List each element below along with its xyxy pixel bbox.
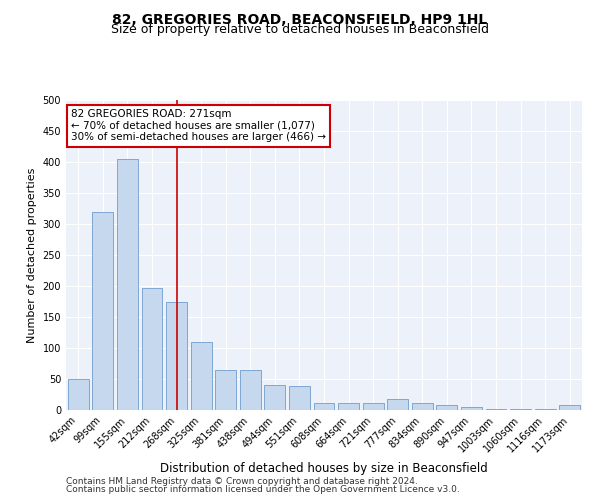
Bar (387, 399, 408, 410)
Text: 82 GREGORIES ROAD: 271sqm
← 70% of detached houses are smaller (1,077)
30% of se: 82 GREGORIES ROAD: 271sqm ← 70% of detac… (71, 110, 326, 142)
Bar (362, 402, 383, 410)
Text: Contains HM Land Registry data © Crown copyright and database right 2024.: Contains HM Land Registry data © Crown c… (66, 478, 418, 486)
Bar (436, 405, 457, 410)
Bar (92, 212, 113, 410)
Text: 82, GREGORIES ROAD, BEACONSFIELD, HP9 1HL: 82, GREGORIES ROAD, BEACONSFIELD, HP9 1H… (112, 12, 488, 26)
Bar (461, 407, 482, 410)
Bar (265, 385, 286, 410)
Text: Contains public sector information licensed under the Open Government Licence v3: Contains public sector information licen… (66, 485, 460, 494)
Bar (338, 402, 359, 410)
Bar (412, 402, 433, 410)
Text: Size of property relative to detached houses in Beaconsfield: Size of property relative to detached ho… (111, 22, 489, 36)
Y-axis label: Number of detached properties: Number of detached properties (27, 168, 37, 342)
Bar (191, 342, 212, 410)
X-axis label: Distribution of detached houses by size in Beaconsfield: Distribution of detached houses by size … (160, 462, 488, 475)
Bar (166, 302, 187, 410)
Bar (289, 386, 310, 410)
Bar (559, 405, 580, 410)
Bar (314, 402, 334, 410)
Bar (215, 370, 236, 410)
Bar (68, 379, 89, 410)
Bar (142, 288, 163, 410)
Bar (117, 159, 138, 410)
Bar (485, 409, 506, 410)
Bar (240, 370, 261, 410)
